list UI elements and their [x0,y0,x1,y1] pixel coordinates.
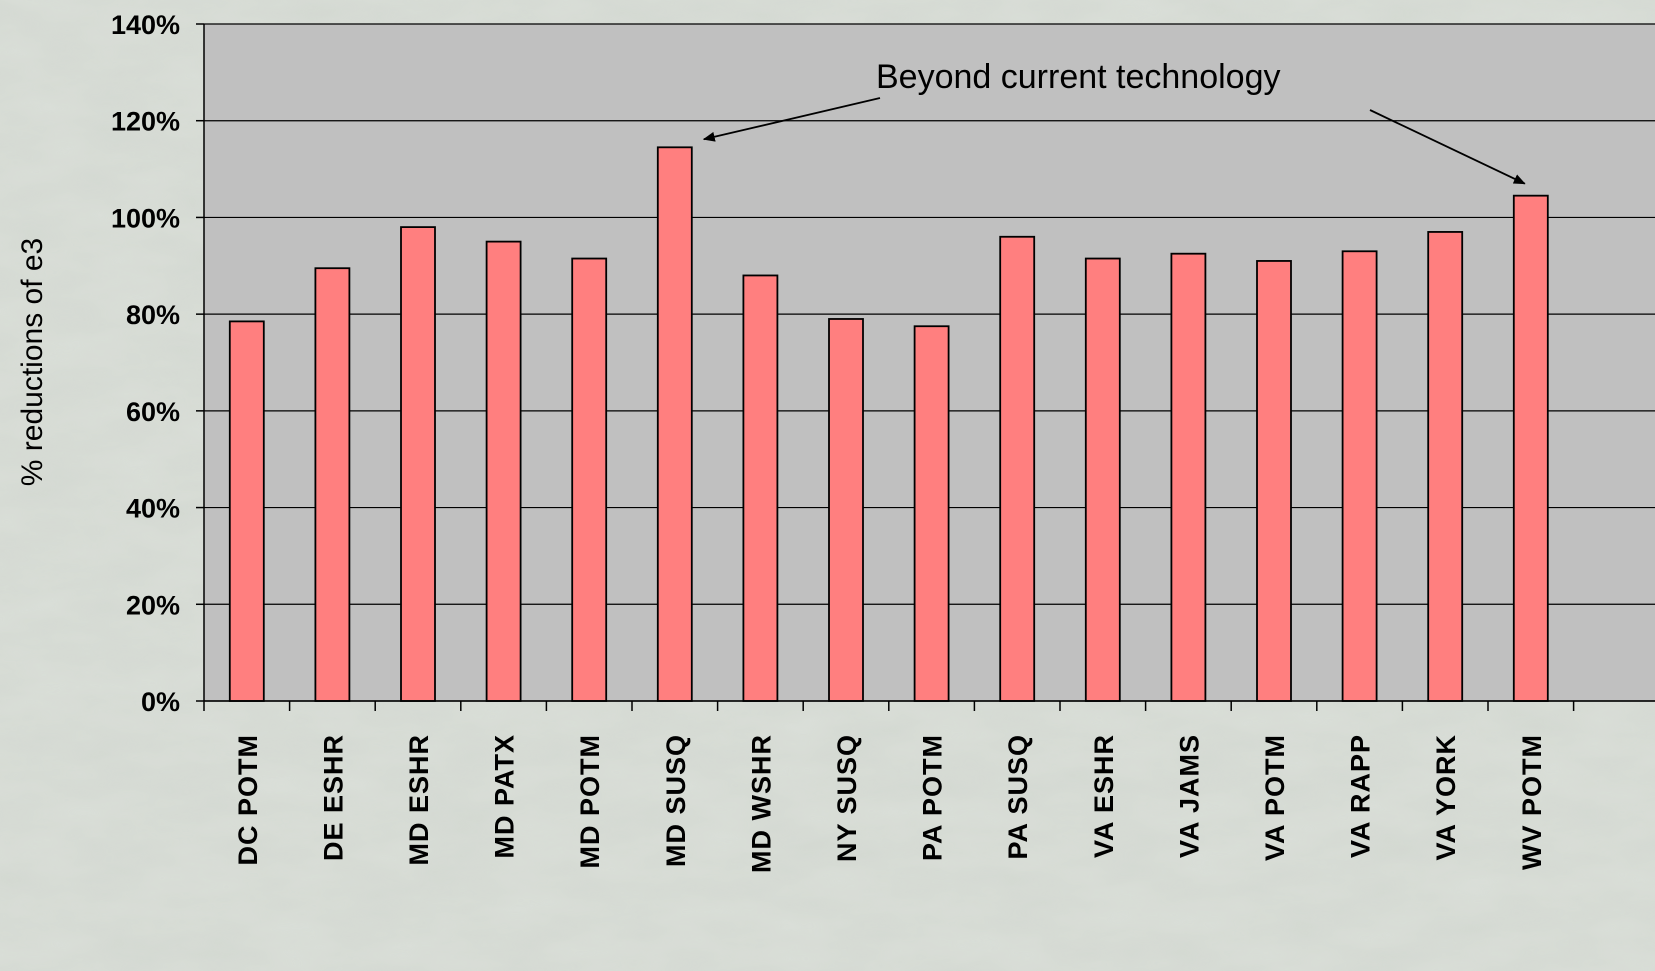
bar-va-rapp [1341,250,1378,702]
bar-va-eshr [1084,257,1121,702]
x-tick-label: MD PATX [490,734,520,859]
bars [228,146,1549,702]
x-tick-label: PA POTM [918,734,948,861]
x-tick-label: MD SUSQ [661,734,691,867]
y-tick-label: 120% [111,107,180,137]
x-tick-label: MD WSHR [746,734,776,873]
x-tick-label: MD POTM [575,734,605,869]
y-tick-label: 80% [126,300,180,330]
annotation-arrow [1369,109,1526,185]
y-tick-label: 140% [111,10,180,40]
y-axis: 0% 20% 40% 60% 80% 100% 120% 140% [111,10,205,717]
x-tick-label: VA YORK [1431,734,1461,861]
x-tick-label: VA POTM [1260,734,1290,861]
bar-dc-potm [228,320,265,702]
bar-md-eshr [400,226,436,702]
bar-md-wshr [742,274,779,702]
y-tick-label: 100% [111,203,180,233]
y-axis-label: % reductions of e3 [16,238,49,486]
x-tick-label: DE ESHR [318,734,348,861]
y-tick-label: 20% [126,590,180,620]
x-tick-label: DC POTM [233,734,263,866]
bar-md-patx [485,240,522,702]
bar-ny-susq [828,318,864,702]
annotation-text: Beyond current technology [876,58,1280,96]
bar-va-potm [1256,260,1292,702]
y-tick-label: 40% [126,494,180,524]
x-tick-label: NY SUSQ [832,734,862,862]
bar-pa-susq [999,235,1036,702]
bar-pa-potm [913,325,950,702]
x-tick-label: MD ESHR [404,734,434,866]
x-tick-label: VA RAPP [1346,734,1376,858]
x-tick-label: WV POTM [1517,734,1547,870]
x-tick-label: VA JAMS [1174,734,1204,858]
bar-va-jams [1170,252,1207,702]
bar-md-susq [656,146,693,702]
y-tick-label: 0% [141,687,180,717]
bar-wv-potm [1512,194,1549,702]
annotation-arrow [702,97,881,142]
x-tick-label: PA SUSQ [1003,734,1033,860]
bar-va-york [1427,231,1464,702]
x-axis: DC POTM DE ESHR MD ESHR MD PATX MD POTM MD SU… [203,700,1655,873]
y-tick-label: 60% [126,397,180,427]
annotation: Beyond current technology [702,58,1526,185]
x-tick-label: VA ESHR [1089,734,1119,858]
bar-md-potm [571,257,608,702]
bar-de-eshr [314,267,351,702]
